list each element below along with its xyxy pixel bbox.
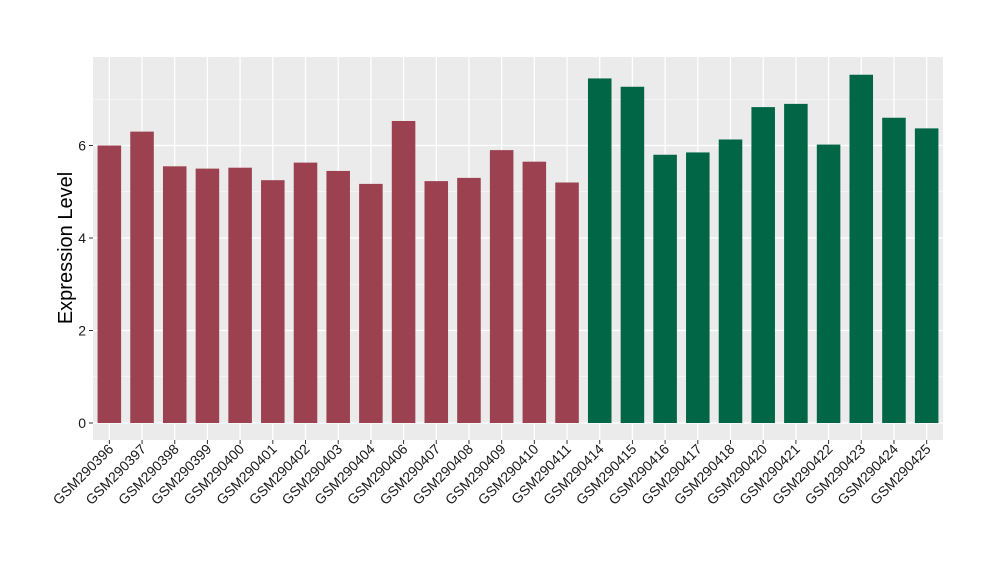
bar-GSM290406 [391,120,416,424]
bar-GSM290400 [228,167,252,423]
bar-GSM290409 [489,150,514,423]
bar-GSM290423 [849,74,874,424]
bar-GSM290411 [555,182,579,423]
bar-GSM290410 [522,161,547,423]
y-tick-label: 6 [78,138,86,154]
bar-GSM290422 [816,144,841,423]
bar-GSM290418 [718,139,743,424]
bar-GSM290425 [914,128,939,423]
y-tick-label: 0 [78,415,86,431]
bar-GSM290397 [130,131,154,423]
bars [97,74,939,424]
bar-GSM290402 [293,162,318,424]
y-axis-title: Expression Level [55,172,77,324]
bar-GSM290398 [162,166,187,423]
bar-GSM290396 [97,145,122,423]
bar-GSM290408 [457,177,481,423]
bar-GSM290416 [653,154,677,423]
y-axis-ticks: 0 2 4 6 [78,138,93,431]
bar-GSM290403 [326,170,350,423]
y-tick-label: 2 [78,323,86,339]
plot-panel [93,57,943,440]
bar-GSM290424 [882,117,906,423]
x-axis-ticks: GSM290396GSM290397GSM290398GSM290399GSM2… [50,440,934,508]
bar-GSM290421 [784,103,808,423]
bar-GSM290401 [261,180,285,423]
y-tick-label: 4 [78,230,86,246]
bar-GSM290420 [751,107,775,424]
bar-GSM290417 [686,152,710,423]
bar-GSM290415 [620,86,645,423]
bar-GSM290407 [424,181,449,423]
bar-GSM290414 [587,78,612,423]
bar-GSM290404 [359,183,383,423]
bar-GSM290399 [195,168,220,423]
